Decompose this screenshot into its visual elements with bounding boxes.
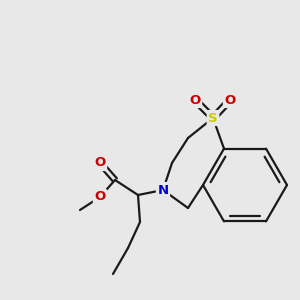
Text: O: O xyxy=(224,94,236,106)
Text: N: N xyxy=(158,184,169,196)
Text: O: O xyxy=(94,157,106,169)
Text: S: S xyxy=(208,112,218,124)
Text: O: O xyxy=(189,94,201,106)
Text: O: O xyxy=(94,190,106,203)
